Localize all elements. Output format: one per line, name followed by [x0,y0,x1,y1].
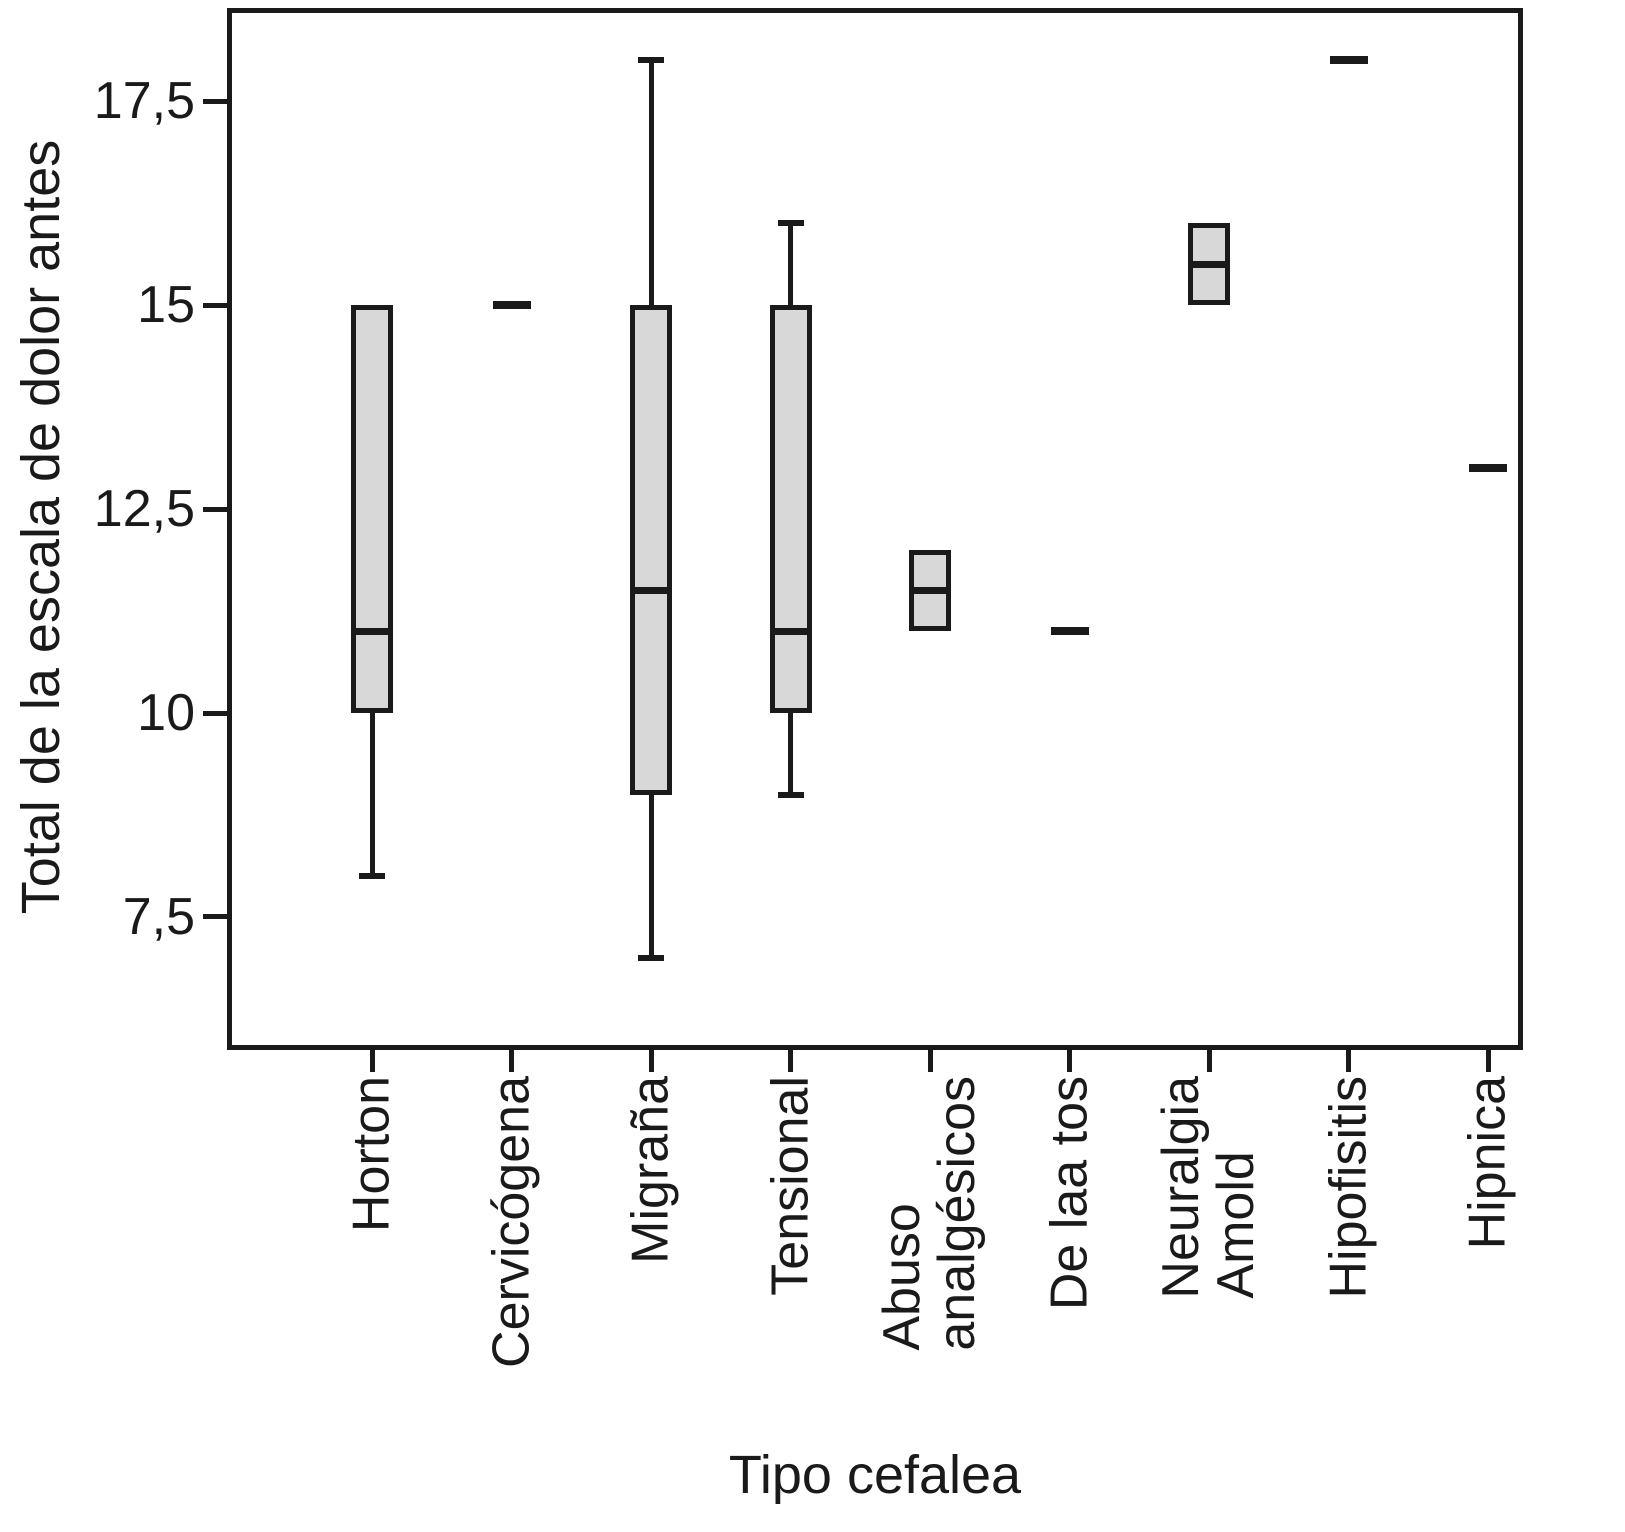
whisker-upper-migraña [648,60,654,305]
y-tick-125 [203,506,227,512]
box-migraña [630,305,672,795]
dash-hipnica [1469,464,1507,473]
y-tick-75 [203,914,227,920]
x-label-tensional: Tensional [760,1076,819,1296]
y-tick-label-125: 12,5 [93,480,195,538]
x-label-abuso-analgésicos: Abuso analgésicos [872,1076,986,1351]
x-tick-abuso-analgésicos [927,1050,933,1072]
whisker-lower-horton [369,713,375,877]
x-label-hipnica: Hipnica [1458,1076,1517,1250]
x-label-migraña: Migraña [621,1076,680,1264]
plot-area [227,8,1523,1050]
cap-lower-horton [359,873,385,880]
y-tick-label-15: 15 [137,276,195,334]
y-tick-label-175: 17,5 [93,72,195,131]
x-label-hipofisitis: Hipofisitis [1318,1076,1377,1299]
whisker-lower-migraña [648,794,654,958]
whisker-lower-tensional [788,713,793,795]
dash-de-laa-tos [1050,627,1089,636]
cap-lower-tensional [777,791,804,798]
x-axis-title: Tipo cefalea [728,1445,1022,1505]
dash-hipofisitis [1329,56,1368,65]
x-tick-hipnica [1485,1050,1491,1072]
x-tick-horton [369,1050,375,1072]
median-horton [351,627,393,635]
cap-upper-tensional [777,220,804,227]
x-label-neuralgia-amold: Neuralgia Amold [1151,1076,1265,1299]
y-tick-label-10: 10 [137,684,195,742]
x-label-horton: Horton [342,1076,401,1233]
whisker-upper-tensional [788,223,793,305]
x-label-cervicógena: Cervicógena [481,1076,540,1368]
median-neuralgia-amold [1188,260,1230,268]
y-tick-10 [203,710,227,716]
median-tensional [769,627,812,635]
x-tick-hipofisitis [1346,1050,1351,1072]
cap-upper-migraña [638,57,664,64]
median-abuso-analgésicos [909,587,951,595]
median-migraña [630,587,672,595]
dash-cervicógena [492,301,531,309]
x-label-de-laa-tos: De laa tos [1039,1076,1098,1311]
x-tick-tensional [788,1050,793,1072]
x-tick-cervicógena [509,1050,514,1072]
x-tick-neuralgia-amold [1206,1050,1212,1072]
x-tick-migraña [648,1050,654,1072]
y-tick-175 [203,98,227,104]
box-horton [351,305,393,713]
box-tensional [769,305,812,713]
cap-lower-migraña [638,954,664,961]
y-tick-label-75: 7,5 [122,887,195,946]
y-tick-15 [203,302,227,308]
x-tick-de-laa-tos [1067,1050,1072,1072]
